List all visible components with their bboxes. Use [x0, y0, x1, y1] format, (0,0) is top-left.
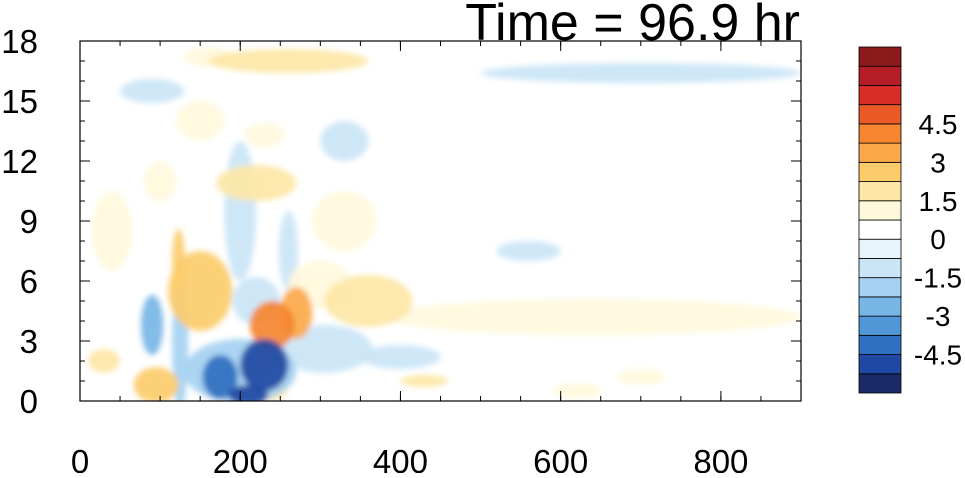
colorbar-box-8: [858, 219, 902, 240]
y-tick-label: 3: [20, 323, 38, 360]
field-feature-29: [133, 367, 179, 401]
field-feature-33: [202, 355, 238, 399]
colorbar-box-16: [858, 65, 902, 86]
colorbar-box-6: [858, 258, 902, 279]
colorbar-label: 3: [930, 147, 946, 178]
field-feature-30: [140, 295, 164, 355]
colorbar-label: 0: [930, 224, 946, 255]
y-tick-label: 15: [1, 83, 38, 120]
field-feature-5: [360, 345, 441, 369]
colorbar-box-7: [858, 238, 902, 259]
field-feature-6: [384, 299, 801, 335]
field-feature-10: [616, 369, 665, 385]
x-tick-label: 200: [213, 443, 268, 473]
y-tick-label: 0: [20, 383, 38, 420]
field-feature-9: [552, 383, 601, 399]
colorbar-box-10: [858, 181, 902, 202]
colorbar-label: -3: [926, 301, 951, 332]
field-feature-34: [240, 339, 289, 391]
x-tick-label: 800: [693, 443, 748, 473]
y-tick-label: 6: [20, 263, 38, 300]
field-feature-4: [496, 241, 561, 261]
field-feature-11: [92, 191, 133, 271]
field-feature-12: [312, 191, 377, 251]
colorbar-label: -4.5: [914, 340, 962, 371]
colorbar-box-5: [858, 277, 902, 298]
y-tick-label: 18: [1, 23, 38, 60]
colorbar-box-11: [858, 161, 902, 182]
colorbar-box-13: [858, 123, 902, 144]
y-tick-label: 12: [1, 143, 38, 180]
y-tick-label: 9: [20, 203, 38, 240]
colorbar-box-2: [858, 334, 902, 355]
data-field: [88, 47, 801, 401]
colorbar-box-15: [858, 85, 902, 106]
field-feature-16: [244, 123, 285, 147]
axes: 0 200 400 600 800 0 3 6 9 12 15 18: [1, 23, 802, 478]
colorbar: -4.5 -3 -1.5 0 1.5 3 4.5: [858, 46, 962, 394]
colorbar-box-3: [858, 315, 902, 336]
colorbar-box-17: [858, 46, 902, 67]
field-feature-2: [480, 63, 801, 83]
colorbar-label: 4.5: [919, 109, 958, 140]
field-feature-13: [144, 161, 177, 201]
field-feature-3: [320, 121, 369, 161]
field-feature-15: [278, 211, 298, 291]
x-tick-label: 400: [373, 443, 428, 473]
field-feature-28: [172, 229, 185, 293]
colorbar-label: 1.5: [919, 186, 958, 217]
field-feature-1: [120, 79, 185, 103]
field-feature-25: [400, 375, 449, 387]
field-feature-32: [249, 301, 295, 349]
colorbar-box-9: [858, 200, 902, 221]
field-feature-7: [224, 141, 257, 281]
field-feature-23: [216, 165, 297, 201]
field-feature-24: [208, 49, 369, 73]
x-tick-label: 600: [533, 443, 588, 473]
colorbar-box-14: [858, 104, 902, 125]
field-feature-21: [88, 349, 121, 373]
colorbar-label: -1.5: [914, 263, 962, 294]
field-feature-22: [324, 275, 413, 327]
colorbar-box-12: [858, 142, 902, 163]
colorbar-box-1: [858, 354, 902, 375]
field-feature-8: [176, 101, 225, 141]
colorbar-box-0: [858, 373, 902, 394]
field-feature-35: [228, 385, 269, 401]
chart-title: Time = 96.9 hr: [465, 0, 800, 52]
colorbar-box-4: [858, 296, 902, 317]
plot-area: [80, 41, 801, 401]
x-tick-label: 0: [71, 443, 89, 473]
